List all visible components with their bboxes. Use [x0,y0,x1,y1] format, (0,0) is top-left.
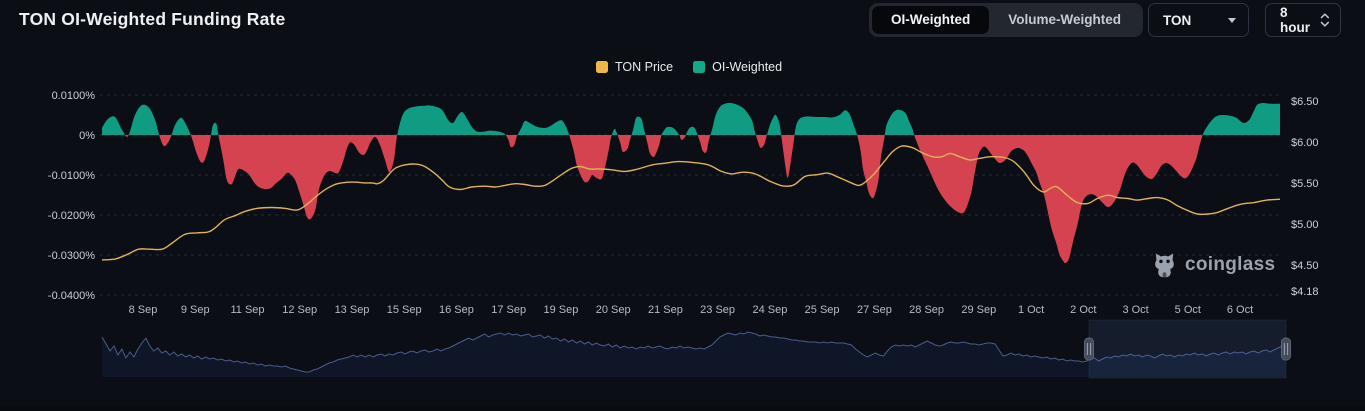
funding-area-negative [102,135,1280,264]
chart-legend: TON Price OI-Weighted [596,60,782,74]
x-tick-label: 11 Sep [230,304,264,316]
ton-price-swatch-icon [596,61,608,73]
navigator-handle-right[interactable] [1281,337,1291,361]
y-right-tick-label: $5.00 [1291,219,1319,231]
tab-oi-weighted[interactable]: OI-Weighted [872,6,990,34]
y-left-tick-label: 0% [79,130,95,142]
x-tick-label: 6 Oct [1227,304,1253,316]
x-tick-label: 3 Oct [1122,304,1148,316]
coin-select[interactable]: TON [1148,3,1249,37]
legend-item-ton-price[interactable]: TON Price [596,60,673,74]
coinglass-owl-icon [1155,253,1174,278]
funding-area-positive [102,102,1280,135]
ton-price-line [101,145,1281,261]
navigator-handle-left[interactable] [1084,337,1094,361]
watermark-text: coinglass [1185,254,1276,275]
y-right-tick-label: $4.50 [1291,260,1319,272]
x-tick-label: 15 Sep [387,304,422,316]
y-left-tick-label: -0.0100% [48,170,95,182]
up-down-chevrons-icon [1320,13,1330,27]
weighting-mode-toggle: OI-Weighted Volume-Weighted [869,3,1144,37]
interval-select[interactable]: 8 hour [1265,3,1341,37]
x-tick-label: 21 Sep [648,304,683,316]
oi-weighted-swatch-icon [693,61,706,73]
x-tick-label: 16 Sep [439,304,474,316]
x-tick-label: 2 Oct [1070,304,1096,316]
caret-down-icon [1228,17,1236,23]
x-tick-label: 19 Sep [543,304,578,316]
x-tick-label: 25 Sep [805,304,840,316]
plot-area[interactable] [102,84,1280,298]
x-tick-label: 17 Sep [491,304,526,316]
x-tick-label: 1 Oct [1018,304,1044,316]
x-tick-label: 13 Sep [335,304,370,316]
y-right-tick-label: $6.50 [1291,96,1319,108]
x-tick-label: 8 Sep [129,304,158,316]
page-title: TON OI-Weighted Funding Rate [19,9,286,29]
x-tick-label: 29 Sep [961,304,996,316]
x-tick-label: 27 Sep [857,304,892,316]
y-left-tick-label: 0.0100% [52,90,96,102]
y-left-tick-label: -0.0400% [48,290,95,302]
y-left-tick-label: -0.0200% [48,210,95,222]
legend-item-oi-weighted[interactable]: OI-Weighted [693,60,782,74]
tab-volume-weighted[interactable]: Volume-Weighted [1008,12,1122,27]
y-right-tick-label: $4.18 [1291,286,1319,298]
y-left-tick-label: -0.0300% [48,250,95,262]
x-tick-label: 20 Sep [596,304,631,316]
x-tick-label: 12 Sep [282,304,317,316]
y-right-tick-label: $6.00 [1291,137,1319,149]
coinglass-watermark: coinglass [1152,251,1275,279]
legend-label: TON Price [615,60,674,74]
interval-select-value: 8 hour [1280,5,1310,35]
x-tick-label: 28 Sep [909,304,944,316]
x-tick-label: 9 Sep [181,304,210,316]
x-tick-label: 23 Sep [700,304,735,316]
legend-label: OI-Weighted [712,60,783,74]
x-tick-label: 5 Oct [1175,304,1201,316]
coin-select-value: TON [1163,12,1192,28]
navigator-selection[interactable] [1088,319,1287,379]
x-tick-label: 24 Sep [752,304,787,316]
y-right-tick-label: $5.50 [1291,178,1319,190]
gridlines: 0.0100% 0% -0.0100% -0.0200% -0.0300% -0.0400… [48,90,1319,316]
